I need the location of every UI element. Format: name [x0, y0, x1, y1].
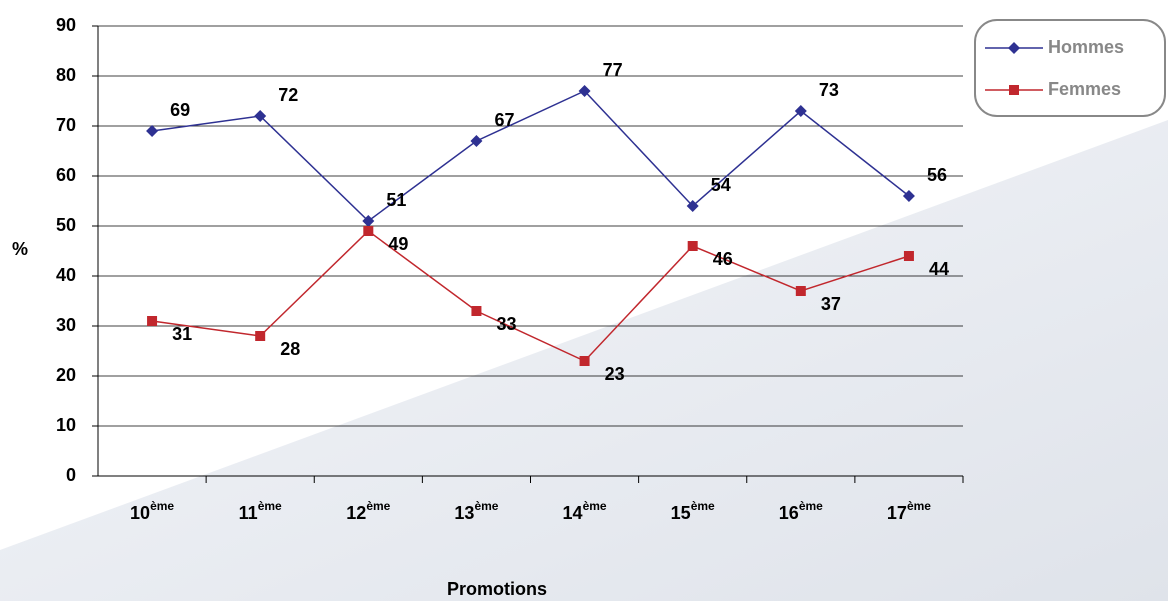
x-tick-number: 15 [671, 503, 691, 523]
x-tick-suffix: ème [907, 499, 931, 513]
marker [794, 105, 807, 117]
data-label: 72 [278, 85, 298, 105]
x-tick-label: 17ème [887, 499, 931, 523]
data-label: 28 [280, 339, 300, 359]
y-tick-label: 30 [56, 315, 76, 335]
y-tick-label: 0 [66, 465, 76, 485]
x-tick-suffix: ème [366, 499, 390, 513]
x-tick-label: 12ème [346, 499, 390, 523]
marker [471, 306, 482, 316]
x-tick-label: 16ème [779, 499, 823, 523]
data-label: 54 [711, 175, 731, 195]
data-label: 67 [494, 110, 514, 130]
x-tick-suffix: ème [474, 499, 498, 513]
marker [255, 331, 266, 341]
marker [146, 125, 159, 137]
y-tick-label: 80 [56, 65, 76, 85]
marker [578, 85, 591, 97]
data-label: 31 [172, 324, 192, 344]
data-label: 37 [821, 294, 841, 314]
x-tick-label: 10ème [130, 499, 174, 523]
x-tick-suffix: ème [150, 499, 174, 513]
legend-label: Hommes [1048, 37, 1124, 57]
x-tick-number: 13 [454, 503, 474, 523]
y-tick-label: 20 [56, 365, 76, 385]
data-label: 23 [605, 364, 625, 384]
x-tick-number: 11 [239, 503, 258, 523]
y-tick-label: 70 [56, 115, 76, 135]
data-label: 46 [713, 249, 733, 269]
marker [1009, 85, 1019, 95]
data-label: 73 [819, 80, 839, 100]
marker [1008, 42, 1020, 54]
marker [686, 200, 699, 212]
x-tick-label: 13ème [454, 499, 498, 523]
marker [579, 356, 590, 366]
marker [363, 226, 374, 236]
x-tick-number: 12 [346, 503, 366, 523]
x-tick-label: 14ème [563, 499, 607, 523]
legend-label: Femmes [1048, 79, 1121, 99]
marker [903, 251, 914, 261]
marker [902, 190, 915, 202]
y-tick-label: 40 [56, 265, 76, 285]
x-tick-number: 16 [779, 503, 799, 523]
series-line [151, 230, 910, 362]
y-tick-label: 90 [56, 15, 76, 35]
x-axis-label: Promotions [447, 579, 547, 599]
x-tick-suffix: ème [258, 499, 282, 513]
x-tick-suffix: ème [691, 499, 715, 513]
x-tick-number: 10 [130, 503, 150, 523]
series-line [151, 90, 910, 222]
data-label: 33 [496, 314, 516, 334]
legend-box [974, 19, 1166, 117]
marker [147, 316, 158, 326]
data-label: 69 [170, 100, 190, 120]
data-label: 56 [927, 165, 947, 185]
x-tick-number: 14 [563, 503, 583, 523]
y-tick-label: 10 [56, 415, 76, 435]
y-axis-label: % [12, 239, 28, 259]
data-label: 44 [929, 259, 949, 279]
marker [470, 135, 483, 147]
x-tick-label: 15ème [671, 499, 715, 523]
x-tick-label: 11ème [239, 499, 282, 523]
x-tick-number: 17 [887, 503, 907, 523]
marker [254, 110, 267, 122]
x-tick-suffix: ème [583, 499, 607, 513]
y-tick-label: 60 [56, 165, 76, 185]
data-label: 49 [388, 234, 408, 254]
data-label: 51 [386, 190, 406, 210]
marker [795, 286, 806, 296]
marker [687, 241, 698, 251]
marker [362, 215, 375, 227]
x-tick-suffix: ème [799, 499, 823, 513]
y-tick-label: 50 [56, 215, 76, 235]
data-label: 77 [603, 60, 623, 80]
